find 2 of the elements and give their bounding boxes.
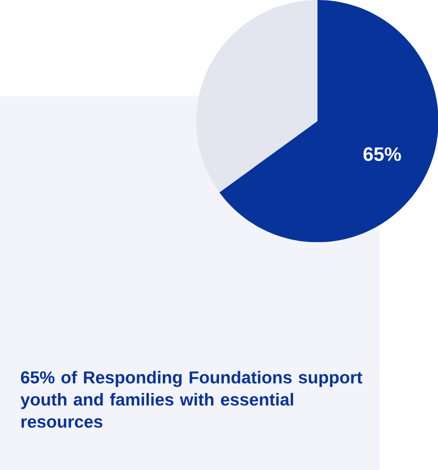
text: 65% of Responding Foundations support youth and families with essential resources bbox=[20, 370, 362, 428]
data-label: 65% bbox=[363, 147, 401, 161]
